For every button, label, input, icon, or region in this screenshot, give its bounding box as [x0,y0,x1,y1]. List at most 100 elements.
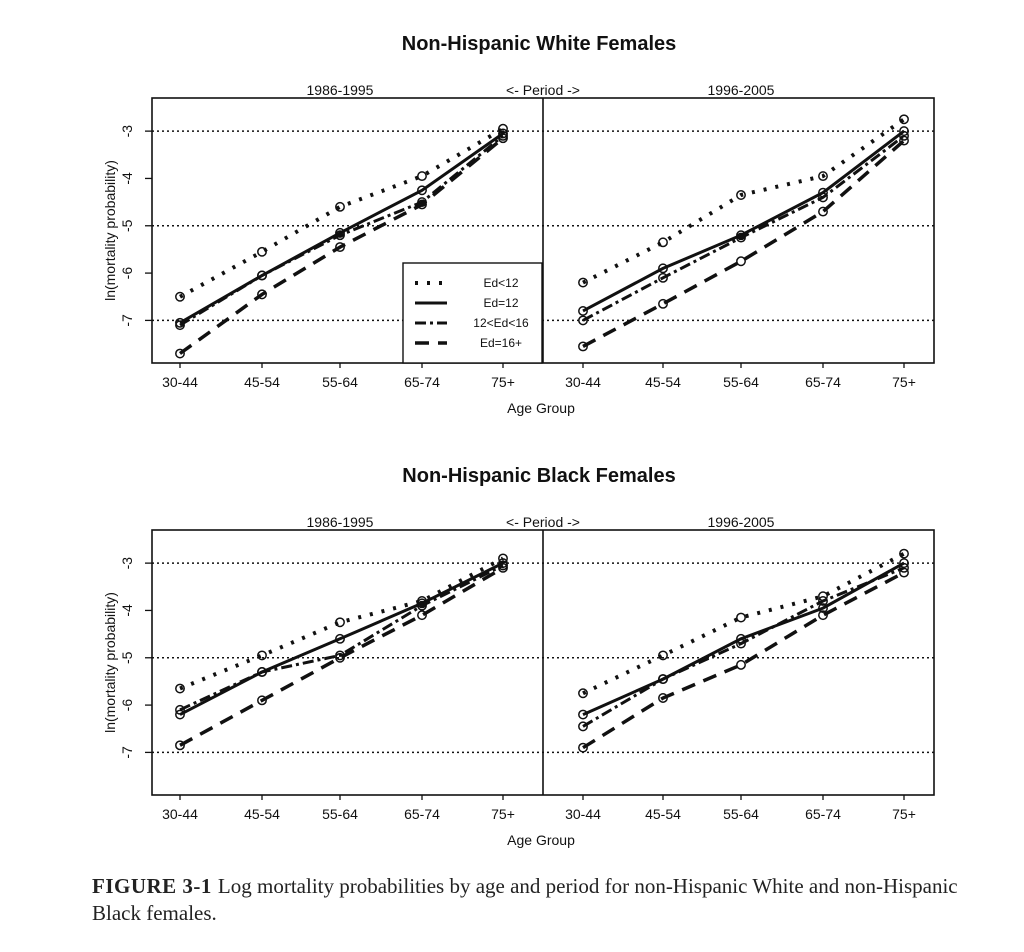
white-panel2-data-point [736,232,746,243]
black-panel1-data-point [498,562,508,573]
white-panel1-data-point [257,289,267,300]
white-panel1-series-line-4 [178,136,505,355]
black-panel2-data-point [736,612,746,623]
white-panel1-series-line-3 [179,134,504,327]
white-panel2-data-point [818,192,828,203]
white-y-tick-label: -4 [119,172,135,185]
white-panel2-data-point [818,171,828,182]
white-panel2-data-point [658,237,668,248]
figure-caption-label: FIGURE 3-1 [92,874,212,898]
black-y-tick-label: -5 [119,651,135,664]
white-x-tick-label: 65-74 [404,374,440,390]
black-x-tick-label: 55-64 [322,806,358,822]
black-x-tick-label: 45-54 [645,806,681,822]
white-panel1-data-point [335,242,345,253]
black-panel1-data-point [335,617,345,628]
white-period-arrow-label: <- Period -> [506,82,580,98]
black-panel2-data-point [899,562,909,573]
figure-caption: FIGURE 3-1 Log mortality probabilities by… [92,873,972,927]
black-panel1-data-point [257,695,267,706]
white-panel1-data-point [335,230,345,241]
white-panel2-series-line-3 [582,134,905,322]
white-y-tick-label: -3 [119,125,135,138]
white-panel2-data-point [736,190,746,200]
black-x-tick-label: 65-74 [805,806,841,822]
black-x-tick-label: 75+ [892,806,916,822]
white-panel2-data-point [818,206,828,217]
black-panel2-data-point [658,693,668,703]
white-panel1-data-point [335,201,345,212]
black-panel2-data-point [818,603,828,614]
black-panel1-data-point [498,553,508,564]
black-panel1-data-point [175,704,185,715]
black-period-label-right: 1996-2005 [708,514,775,530]
black-panel1-data-point [417,600,427,611]
white-panel1-data-point [175,320,185,331]
white-x-tick-label: 45-54 [645,374,681,390]
white-panel2-data-point [578,277,588,288]
black-x-tick-label: 30-44 [162,806,198,822]
black-panel1-data-point [417,610,427,621]
black-x-tick-label: 55-64 [723,806,759,822]
black-panel2-data-point [818,610,828,621]
black-chart-title: Non-Hispanic Black Females [402,465,675,487]
white-panel2-data-point [578,305,588,316]
white-panel2-data-point [736,256,746,267]
white-panel2-data-point [899,130,909,141]
white-y-tick-label: -6 [119,267,135,280]
white-panel1-data-point [175,291,185,302]
black-panel2-data-point [736,638,746,649]
white-panel2-data-point [899,114,909,125]
white-panel2-data-point [658,263,668,274]
white-x-tick-label: 30-44 [162,374,198,390]
white-panel1-data-point [175,348,185,359]
black-panel2-series-line-2 [582,561,905,716]
white-x-tick-label: 55-64 [723,374,759,390]
black-y-axis-label: ln(mortality probability) [102,592,118,733]
white-panel2-data-point [578,341,588,352]
white-panel1-data-point [498,133,508,144]
white-panel2-data-point [658,272,668,283]
black-panel2-data-point [578,709,588,720]
white-x-tick-label: 65-74 [805,374,841,390]
white-panel1-data-point [498,123,508,134]
white-panel1-data-point [417,171,427,182]
black-panel2-data-point [578,742,588,753]
black-panel1-data-point [335,652,345,663]
black-panel2-data-point [658,674,668,685]
black-panel2-data-point [899,567,909,578]
legend-box [402,262,543,364]
black-panel1-data-point [257,650,267,661]
black-panel2-data-point [578,721,588,732]
white-panel1-series-line-1 [179,127,505,299]
white-x-tick-label: 45-54 [244,374,280,390]
white-y-tick-label: -5 [119,219,135,232]
black-panel1-data-point [175,740,185,751]
black-period-label-left: 1986-1995 [307,514,374,530]
black-x-tick-label: 75+ [491,806,515,822]
black-panel2-series-line-1 [582,551,905,696]
black-x-axis-label: Age Group [507,832,575,848]
black-y-tick-label: -7 [119,746,135,759]
black-panel2-data-point [658,650,668,661]
black-panel1-series-line-3 [179,564,504,712]
black-panel1-data-point [175,683,185,694]
white-chart-title: Non-Hispanic White Females [402,33,677,55]
white-panel1-data-point [417,185,427,196]
white-panel2-data-point [899,135,909,146]
white-panel1-series-line-2 [179,132,504,325]
black-panel1-series-line-4 [179,566,504,747]
black-panel1-series-line-2 [179,561,504,716]
black-y-tick-label: -6 [119,699,135,712]
black-panel2-data-point [899,558,909,569]
white-period-label-right: 1996-2005 [708,82,775,98]
white-x-axis-label: Age Group [507,400,575,416]
white-panel1-data-point [417,199,427,210]
white-panel2-data-point [578,315,588,326]
black-panel1-data-point [175,709,185,720]
legend-label-4: Ed=16+ [480,336,522,350]
black-panel1-data-point [335,633,345,644]
white-x-tick-label: 55-64 [322,374,358,390]
white-panel2-data-point [899,126,909,137]
black-panel2-data-point [736,659,746,670]
